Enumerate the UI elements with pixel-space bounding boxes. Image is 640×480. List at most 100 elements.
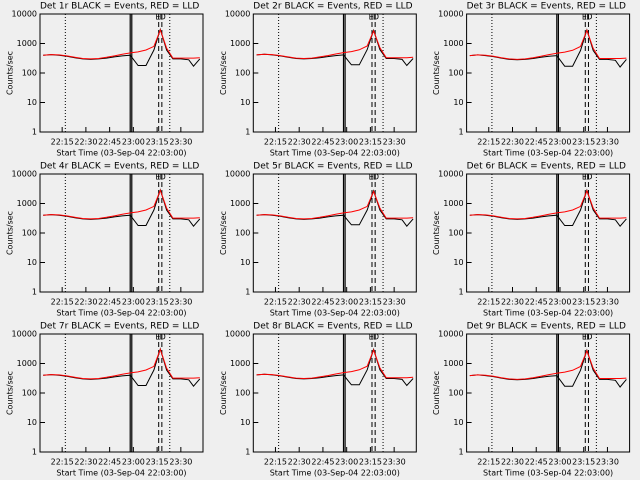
data-line	[469, 188, 627, 228]
y-axis-label: Counts/sec	[219, 211, 228, 255]
plot-frame	[252, 13, 417, 133]
marker-label: D	[373, 13, 379, 22]
x-axis-label: Start Time (03-Sep-04 22:03:00)	[56, 309, 186, 318]
x-tick-label: 23:30	[169, 458, 192, 467]
plot-frame	[466, 173, 631, 293]
x-tick-label: 23:15	[572, 298, 595, 307]
y-tick-label: 100	[448, 69, 463, 78]
x-tick-label: 22:30	[288, 298, 311, 307]
y-axis-label: Counts/sec	[219, 51, 228, 95]
y-tick-label: 1	[459, 288, 464, 297]
x-tick-label: 23:00	[548, 138, 571, 147]
y-tick-label: 10	[27, 98, 37, 107]
y-tick-label: 1	[459, 128, 464, 137]
y-tick-label: 10	[240, 258, 250, 267]
x-tick-label: 22:30	[501, 458, 524, 467]
plot-frame	[39, 173, 204, 293]
x-axis-label: Start Time (03-Sep-04 22:03:00)	[56, 149, 186, 158]
chart-title: Det 2r BLACK = Events, RED = LLD	[253, 2, 412, 12]
y-tick-label: 1000	[230, 359, 250, 368]
x-tick-label: 23:15	[572, 458, 595, 467]
data-line	[43, 188, 201, 228]
y-tick-label: 10	[240, 98, 250, 107]
x-tick-label: 22:15	[264, 298, 287, 307]
y-tick-label: 10	[240, 418, 250, 427]
x-axis-label: Start Time (03-Sep-04 22:03:00)	[483, 469, 613, 478]
y-tick-label: 1000	[443, 39, 463, 48]
y-axis-label: Counts/sec	[432, 51, 441, 95]
y-tick-label: 1	[32, 128, 37, 137]
x-tick-label: 22:15	[264, 138, 287, 147]
data-line	[43, 347, 200, 380]
y-axis-label: Counts/sec	[6, 51, 15, 95]
marker-label: D	[160, 333, 166, 342]
x-tick-label: 23:00	[548, 458, 571, 467]
data-line	[256, 189, 414, 220]
chart-title: Det 5r BLACK = Events, RED = LLD	[253, 162, 412, 172]
y-tick-label: 1	[459, 448, 464, 457]
x-tick-label: 22:30	[288, 138, 311, 147]
panel: Det 6r BLACK = Events, RED = LLD Counts/s…	[432, 162, 631, 318]
plot-frame	[252, 173, 417, 293]
x-tick-label: 23:30	[383, 138, 406, 147]
y-tick-label: 10000	[438, 10, 463, 19]
x-tick-label: 23:30	[596, 298, 619, 307]
marker-label: D	[586, 173, 592, 182]
y-tick-label: 1000	[17, 359, 37, 368]
x-tick-label: 23:15	[146, 138, 169, 147]
marker-label: E	[582, 13, 587, 22]
data-line	[469, 189, 627, 220]
panel: Det 3r BLACK = Events, RED = LLD Counts/s…	[432, 2, 631, 158]
x-tick-label: 23:30	[383, 298, 406, 307]
x-tick-label: 22:30	[74, 298, 97, 307]
x-tick-label: 23:30	[383, 458, 406, 467]
x-tick-label: 23:15	[359, 458, 382, 467]
x-axis-label: Start Time (03-Sep-04 22:03:00)	[270, 309, 400, 318]
x-tick-label: 23:30	[169, 298, 192, 307]
x-tick-label: 22:15	[51, 298, 74, 307]
chart-title: Det 4r BLACK = Events, RED = LLD	[40, 162, 199, 172]
panel: Det 8r BLACK = Events, RED = LLD Counts/s…	[219, 322, 417, 478]
y-tick-label: 10000	[438, 330, 463, 339]
y-tick-label: 1000	[17, 199, 37, 208]
marker-label: E	[369, 173, 374, 182]
panel: Det 2r BLACK = Events, RED = LLD Counts/s…	[219, 2, 417, 158]
plot-frame	[39, 13, 204, 133]
y-axis-label: Counts/sec	[219, 371, 228, 415]
x-axis-label: Start Time (03-Sep-04 22:03:00)	[270, 469, 400, 478]
y-tick-label: 10000	[225, 330, 250, 339]
panel: Det 9r BLACK = Events, RED = LLD Counts/s…	[432, 322, 631, 478]
x-tick-label: 22:15	[51, 138, 74, 147]
x-tick-label: 22:15	[477, 458, 500, 467]
x-tick-label: 22:45	[311, 458, 334, 467]
y-tick-label: 10000	[12, 10, 37, 19]
y-axis-label: Counts/sec	[6, 371, 15, 415]
data-line	[469, 348, 627, 388]
x-tick-label: 23:15	[359, 138, 382, 147]
chart-title: Det 1r BLACK = Events, RED = LLD	[40, 2, 199, 12]
x-tick-label: 22:30	[288, 458, 311, 467]
chart-title: Det 6r BLACK = Events, RED = LLD	[467, 162, 626, 172]
x-tick-label: 22:45	[98, 298, 121, 307]
x-tick-label: 22:15	[51, 458, 74, 467]
marker-label: E	[582, 333, 587, 342]
chart-title: Det 8r BLACK = Events, RED = LLD	[253, 322, 412, 332]
x-tick-label: 23:00	[335, 298, 358, 307]
data-line	[256, 347, 414, 387]
x-axis-label: Start Time (03-Sep-04 22:03:00)	[56, 469, 186, 478]
x-tick-label: 22:45	[311, 298, 334, 307]
y-tick-label: 100	[235, 229, 250, 238]
y-tick-label: 100	[22, 69, 37, 78]
x-tick-label: 23:30	[169, 138, 192, 147]
x-tick-label: 22:45	[311, 138, 334, 147]
y-tick-label: 1	[245, 288, 250, 297]
marker-label: D	[160, 173, 166, 182]
y-tick-label: 10	[453, 98, 463, 107]
x-tick-label: 23:30	[596, 138, 619, 147]
y-tick-label: 1	[245, 448, 250, 457]
y-tick-label: 100	[22, 389, 37, 398]
x-tick-label: 22:15	[477, 298, 500, 307]
y-tick-label: 1000	[230, 39, 250, 48]
chart-title: Det 7r BLACK = Events, RED = LLD	[40, 322, 199, 332]
